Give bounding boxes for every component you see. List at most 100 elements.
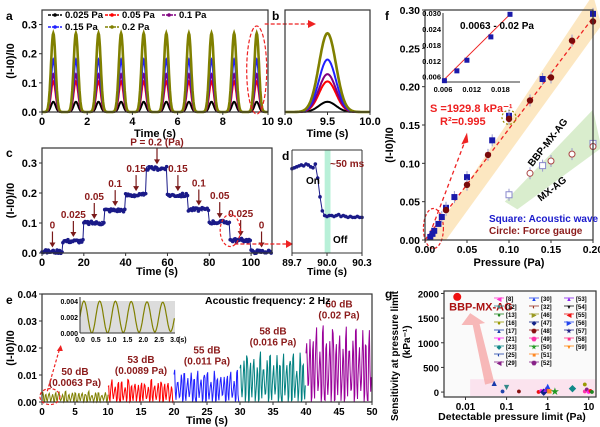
y-tick-label: 0.25 bbox=[400, 43, 421, 55]
zoom-series-line bbox=[285, 58, 370, 113]
x-tick-label: 90.0 bbox=[317, 258, 337, 269]
zoom-series-line bbox=[285, 73, 370, 113]
legend-marker: ▲ bbox=[566, 297, 572, 303]
data-point bbox=[315, 176, 320, 180]
y-tick-label: 0.03 bbox=[18, 317, 38, 328]
x-tick-label: 20 bbox=[168, 407, 180, 418]
data-point: ▲ bbox=[541, 384, 550, 394]
inset-title: 0.0063 - 0.02 Pa bbox=[460, 21, 534, 32]
inset-x-tick-label: 0.018 bbox=[491, 85, 510, 94]
segment-pa-label: (0.016 Pa) bbox=[250, 338, 297, 349]
y-tick-label: 0.00 bbox=[400, 235, 421, 247]
legend-label: [58] bbox=[576, 337, 587, 343]
legend-circle-label: Circle: Force gauge bbox=[489, 226, 583, 237]
open-circle-point bbox=[526, 169, 534, 177]
data-point: ● bbox=[582, 379, 587, 389]
segment-pa-label: (0.0089 Pa) bbox=[115, 366, 167, 377]
legend-label: 0.15 Pa bbox=[65, 22, 98, 33]
series-line-0.15Pa bbox=[42, 57, 268, 113]
data-point bbox=[163, 167, 168, 172]
segment-pa-label: (0.0063 Pa) bbox=[49, 378, 101, 389]
legend-label: [17] bbox=[506, 329, 517, 335]
sensitivity-arrow-line bbox=[426, 140, 466, 241]
panel-label-f: f bbox=[385, 9, 390, 23]
step-label: 0.05 bbox=[85, 192, 105, 203]
step-arrow-head bbox=[133, 186, 140, 192]
series-line-0.1Pa bbox=[42, 72, 268, 113]
legend-marker: ◐ bbox=[532, 305, 536, 311]
step-label: 0 bbox=[259, 221, 265, 232]
legend-marker: ▼ bbox=[566, 345, 572, 351]
x-tick-label: 50 bbox=[366, 407, 378, 418]
step-arrow-head bbox=[154, 159, 160, 165]
legend-label: [23] bbox=[506, 345, 517, 351]
data-point: ● bbox=[589, 387, 594, 397]
x-tick-label: 20 bbox=[78, 257, 90, 269]
y-tick-label: 0.01 bbox=[18, 371, 38, 382]
step-arrow-head bbox=[237, 231, 244, 237]
response-time-band bbox=[324, 150, 331, 253]
x-tick-label: 9.5 bbox=[320, 116, 335, 128]
r2-label: R²=0.995 bbox=[440, 116, 486, 128]
y-axis-label: (I-I0)/I0 bbox=[384, 127, 396, 162]
legend-label: [25] bbox=[506, 353, 517, 359]
square-point bbox=[464, 174, 470, 181]
x-tick-label: 0.15 bbox=[541, 244, 562, 256]
y-axis-label: (I-I0)/I0 bbox=[5, 183, 17, 218]
inset-x-tick-label: 0.012 bbox=[462, 85, 481, 94]
data-point bbox=[320, 209, 325, 213]
legend-marker: ▲ bbox=[496, 329, 502, 335]
series-line-0.05Pa bbox=[42, 79, 268, 113]
inset-y-tick-label: 0.002 bbox=[60, 315, 78, 322]
legend-label: 0.025 Pa bbox=[65, 10, 104, 21]
data-point: ● bbox=[586, 387, 591, 397]
legend-marker: ▶ bbox=[566, 320, 572, 327]
data-point bbox=[146, 168, 150, 172]
x-tick-label: 10 bbox=[102, 407, 114, 418]
x-axis-label-g: Detectable pressure limit (Pa) bbox=[438, 411, 586, 423]
y-tick-label: 0.0 bbox=[22, 248, 37, 260]
legend-marker bbox=[53, 13, 57, 17]
data-point: ▲ bbox=[543, 381, 552, 391]
x-tick-label: 0.10 bbox=[499, 244, 520, 256]
zoom-highlight-ellipse bbox=[39, 388, 61, 406]
legend-label: 0.05 Pa bbox=[122, 10, 155, 21]
x-tick-label: 0 bbox=[39, 116, 45, 128]
data-point: ● bbox=[500, 386, 505, 396]
legend-marker: ◆ bbox=[531, 320, 537, 327]
legend-label: [53] bbox=[576, 297, 587, 303]
inset-y-tick-label: 0.030 bbox=[422, 9, 441, 18]
inset-signal-line bbox=[79, 300, 175, 334]
y-tick-label: 500 bbox=[423, 363, 439, 374]
x-axis-label-c: Time (s) bbox=[136, 266, 178, 278]
inset-y-tick-label: 0.012 bbox=[422, 57, 441, 66]
legend-marker: ● bbox=[497, 313, 501, 319]
step-label: 0.1 bbox=[108, 179, 122, 190]
signal-segment bbox=[173, 369, 240, 404]
y-axis-label: (I-I0)/I0 bbox=[5, 330, 17, 365]
arrow-head bbox=[286, 240, 293, 248]
x-axis-label-f: Pressure (Pa) bbox=[474, 257, 545, 269]
x-axis-label-b: Time (s) bbox=[307, 128, 349, 140]
circle-point bbox=[463, 181, 471, 188]
data-point bbox=[248, 238, 253, 243]
y-axis-label: (I-I0)/I0 bbox=[5, 43, 17, 78]
arrow-head bbox=[308, 20, 316, 28]
legend-label: [56] bbox=[576, 321, 587, 327]
data-point bbox=[164, 164, 169, 169]
step-label: 0 bbox=[50, 221, 56, 232]
circle-point bbox=[526, 97, 534, 104]
improvement-arrow bbox=[461, 313, 495, 385]
square-point bbox=[435, 220, 442, 227]
x-tick-label: 35 bbox=[267, 407, 279, 418]
legend-label: [8] bbox=[506, 297, 513, 303]
x-tick-label: 25 bbox=[201, 407, 213, 418]
legend-marker: ⬣ bbox=[530, 360, 537, 367]
data-point bbox=[66, 237, 70, 242]
circle-point bbox=[484, 151, 492, 159]
step-label: 0.15 bbox=[168, 164, 188, 175]
square-point bbox=[438, 214, 445, 220]
step-label: 0.025 bbox=[228, 209, 253, 220]
inset-y-tick-label: 0.006 bbox=[422, 73, 441, 82]
